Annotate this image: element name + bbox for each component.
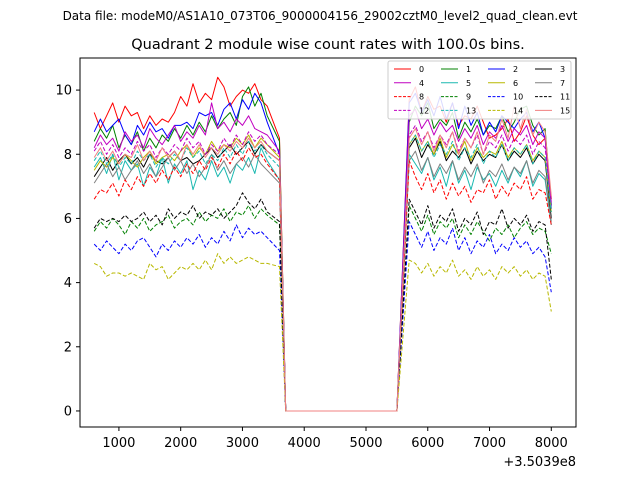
legend-entry-6: 6: [513, 79, 518, 88]
legend-entry-1: 1: [466, 65, 471, 74]
x-tick-label: 1000: [102, 436, 135, 451]
legend-entry-8: 8: [419, 93, 424, 102]
legend-entry-5: 5: [466, 79, 471, 88]
legend-entry-12: 12: [419, 106, 429, 115]
legend-entry-14: 14: [513, 106, 523, 115]
legend-entry-2: 2: [513, 65, 518, 74]
legend-entry-7: 7: [560, 79, 565, 88]
legend-entry-15: 15: [560, 106, 570, 115]
y-tick-label: 4: [64, 276, 72, 291]
y-tick-label: 10: [55, 84, 72, 99]
axes-layer: 1000 2000 3000 4000 5000 6000 7000 8000 0 2 4 6 8 10: [55, 84, 567, 451]
legend-entry-3: 3: [560, 65, 565, 74]
y-tick-label: 6: [64, 212, 72, 227]
y-tick-label: 0: [64, 404, 72, 419]
legend-frame: [387, 60, 572, 120]
legend-entry-9: 9: [466, 93, 471, 102]
x-tick-label: 2000: [164, 436, 197, 451]
legend-entry-11: 11: [560, 93, 570, 102]
legend-entry-0: 0: [419, 65, 424, 74]
y-tick-label: 8: [64, 148, 72, 163]
chart-title: Quadrant 2 module wise count rates with …: [131, 37, 525, 53]
data-file-label: Data file: modeM0/AS1A10_073T06_90000041…: [63, 9, 578, 23]
series-layer: [93, 76, 552, 412]
x-tick-label: 5000: [349, 436, 382, 451]
x-offset-label: +3.5039e8: [503, 455, 576, 470]
x-tick-label: 7000: [473, 436, 506, 451]
plot-frame: [79, 57, 577, 428]
x-tick-label: 8000: [535, 436, 568, 451]
x-tick-label: 6000: [411, 436, 444, 451]
series-line-15: [93, 105, 552, 412]
x-tick-label: 3000: [226, 436, 259, 451]
legend-entry-4: 4: [419, 79, 424, 88]
legend-entry-13: 13: [466, 106, 476, 115]
legend-entry-10: 10: [513, 93, 523, 102]
x-tick-label: 4000: [288, 436, 321, 451]
y-tick-label: 2: [64, 340, 72, 355]
